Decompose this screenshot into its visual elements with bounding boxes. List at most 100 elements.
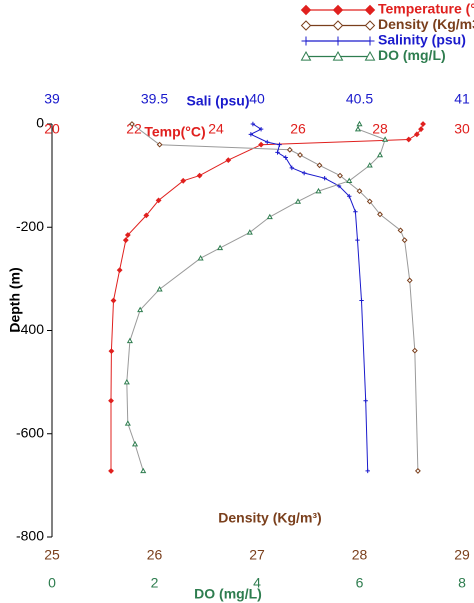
legend-marker [301, 36, 311, 46]
data-point [366, 198, 373, 205]
series-line [249, 123, 369, 471]
data-point [411, 347, 418, 354]
data-point [265, 139, 270, 145]
legend-item: DO (mg/L) [300, 47, 446, 63]
x-tick-label: 29 [454, 547, 470, 563]
legend-marker [300, 20, 312, 31]
data-point [356, 188, 363, 195]
legend-marker [300, 50, 312, 61]
legend-item: Salinity (psu) [301, 32, 466, 48]
legend-label: Salinity (psu) [378, 32, 466, 48]
data-point [129, 121, 135, 127]
y-tick-label: -800 [16, 528, 44, 544]
x-tick-label: 25 [44, 547, 60, 563]
data-point [365, 468, 370, 474]
x-tick-label: 39.5 [141, 91, 168, 107]
data-point [248, 132, 254, 137]
x-tick-label: 30 [454, 121, 470, 137]
y-tick-label: -400 [16, 321, 44, 337]
data-point [377, 211, 383, 218]
x-tick-label: 20 [44, 121, 60, 137]
data-point [124, 232, 131, 238]
x-axis-label: DO (mg/L) [194, 586, 262, 602]
data-point [180, 177, 187, 184]
legend-label: Density (Kg/m3) [378, 16, 474, 32]
data-point [131, 440, 139, 447]
x-tick-label: 41 [454, 91, 470, 107]
data-point [415, 468, 421, 474]
x-tick-label: 39 [44, 91, 60, 107]
x-tick-label: 24 [208, 121, 224, 137]
data-point [382, 136, 389, 142]
data-point [277, 142, 282, 147]
data-point [401, 237, 408, 244]
series-line [126, 123, 386, 472]
data-point [156, 141, 163, 148]
data-point [124, 420, 131, 426]
data-point [359, 298, 364, 303]
x-tick-label: 22 [126, 121, 142, 137]
data-point [116, 267, 123, 274]
legend-marker [332, 4, 344, 16]
data-point [123, 378, 130, 385]
x-tick-label: 40 [249, 91, 265, 107]
data-point [418, 126, 424, 133]
data-point [108, 348, 115, 355]
y-tick-label: -200 [16, 218, 44, 234]
x-tick-label: 4 [253, 575, 261, 591]
data-point [397, 227, 404, 234]
data-point [155, 197, 162, 204]
data-point [347, 194, 352, 199]
x-tick-label: 6 [356, 575, 364, 591]
legend-marker [332, 50, 344, 61]
data-point [366, 162, 373, 168]
legend-label: Temperature (°C) [378, 1, 474, 17]
data-point [337, 172, 343, 179]
data-point [363, 398, 368, 403]
x-tick-label: 28 [352, 547, 368, 563]
data-point [376, 151, 384, 158]
x-tick-label: 26 [290, 121, 306, 137]
x-tick-label: 28 [372, 121, 388, 137]
data-point [356, 120, 363, 127]
data-point [405, 136, 412, 143]
data-point [301, 170, 307, 176]
series-line [110, 123, 424, 471]
data-point [346, 177, 353, 184]
data-point [322, 176, 327, 181]
legend-marker [333, 36, 343, 46]
legend-item: Temperature (°C) [300, 1, 474, 17]
data-point [225, 157, 232, 164]
data-point [297, 152, 303, 158]
data-point [275, 150, 280, 155]
data-point [283, 155, 288, 160]
x-tick-label: 26 [147, 547, 163, 563]
x-axis-label: Density (Kg/m³) [218, 510, 321, 526]
data-point [316, 162, 323, 169]
data-point [315, 187, 322, 194]
legend-label: DO (mg/L) [378, 47, 446, 63]
x-tick-label: 0 [48, 575, 56, 591]
series-line [131, 123, 419, 471]
data-point [156, 285, 163, 292]
x-tick-label: 2 [151, 575, 159, 591]
data-point [406, 277, 413, 284]
data-point [258, 126, 264, 132]
data-point [108, 397, 114, 404]
data-point [258, 141, 265, 148]
x-axis-label: Sali (psu) [186, 93, 249, 109]
legend-marker [364, 4, 376, 16]
x-tick-label: 27 [249, 547, 265, 563]
legend-marker [364, 50, 376, 61]
data-point [196, 172, 203, 179]
data-point [413, 131, 420, 138]
y-axis-label: Depth (m) [7, 267, 23, 332]
data-point [286, 146, 293, 153]
data-point [289, 165, 295, 171]
data-point [354, 125, 362, 132]
data-point [353, 209, 358, 214]
legend-item: Density (Kg/m3) [300, 16, 474, 32]
x-axis-label: Temp(°C) [144, 124, 205, 140]
data-point [250, 121, 256, 127]
